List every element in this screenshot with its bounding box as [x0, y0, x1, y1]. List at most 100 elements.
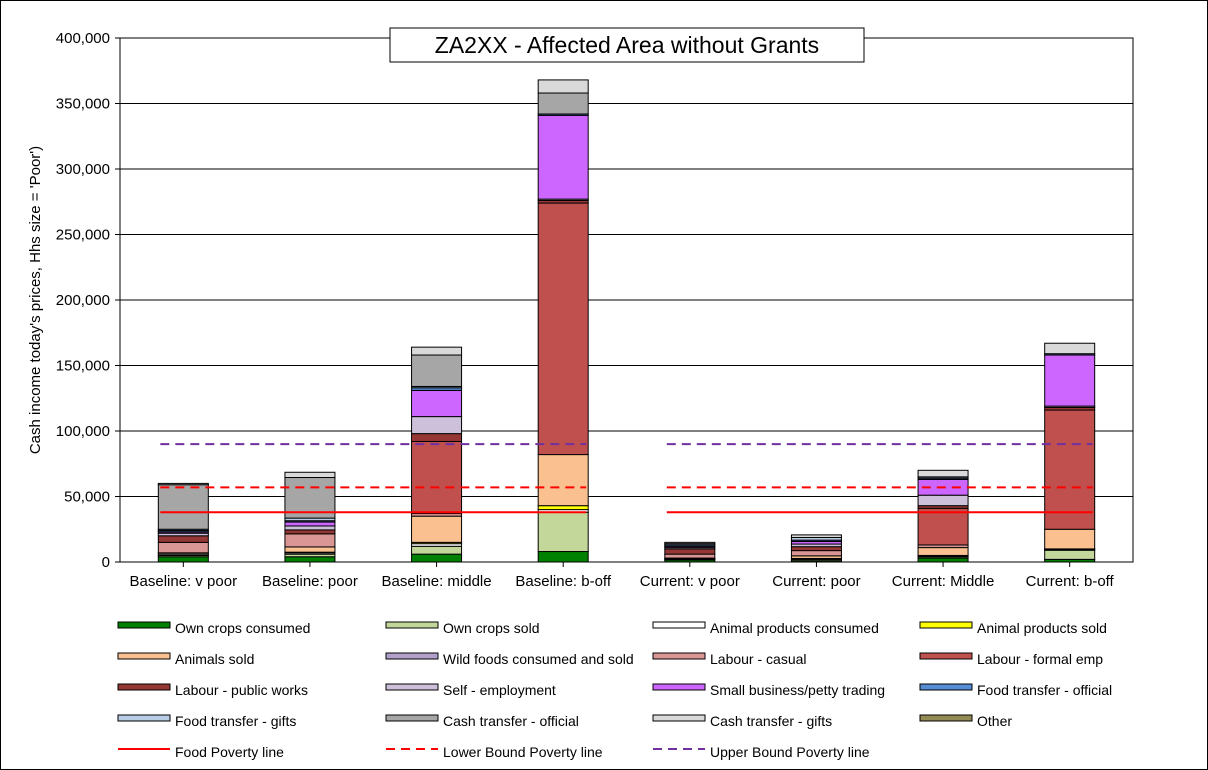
x-tick-label: Baseline: b-off [515, 573, 611, 590]
y-tick-label: 350,000 [56, 96, 110, 113]
legend-label: Food transfer - gifts [175, 713, 296, 729]
bar-segment [1044, 342, 1096, 355]
bar-segment [284, 546, 336, 553]
bar-segment [1044, 528, 1096, 550]
legend-label: Own crops sold [443, 620, 539, 636]
legend-swatch [385, 621, 439, 629]
y-tick-label: 150,000 [56, 358, 110, 375]
bar-segment [411, 346, 463, 356]
bar-segment [157, 482, 209, 486]
bar-segment [537, 454, 589, 507]
bar-segment [664, 548, 716, 555]
x-tick-label: Current: v poor [640, 573, 740, 590]
legend-label: Self - employment [443, 682, 556, 698]
y-tick-label: 100,000 [56, 423, 110, 440]
legend-swatch [117, 683, 171, 691]
y-tick-label: 0 [102, 554, 110, 571]
legend-label: Lower Bound Poverty line [443, 744, 603, 760]
legend-swatch [652, 621, 706, 629]
x-tick-label: Baseline: v poor [130, 573, 238, 590]
legend-swatch [652, 652, 706, 660]
chart-title: ZA2XX - Affected Area without Grants [435, 32, 819, 58]
bar-segment [537, 511, 589, 553]
bar-segment [411, 515, 463, 543]
y-axis-label: Cash income today's prices, Hhs size = '… [27, 146, 44, 454]
legend-label: Labour - public works [175, 682, 308, 698]
y-tick-label: 400,000 [56, 30, 110, 47]
legend-swatch [652, 683, 706, 691]
legend-swatch [117, 714, 171, 722]
bar-segment [284, 529, 336, 535]
title-box [389, 27, 865, 63]
bar-segment [411, 389, 463, 418]
bar-segment [664, 541, 716, 545]
x-tick-label: Current: poor [772, 573, 860, 590]
legend-swatch [919, 714, 973, 722]
x-tick-label: Baseline: poor [262, 573, 358, 590]
bar-segment [1044, 409, 1096, 530]
bar-segment [917, 494, 969, 507]
bar-segment [1044, 549, 1096, 560]
legend-label: Wild foods consumed and sold [443, 651, 634, 667]
bar-segment [790, 550, 842, 557]
legend-label: Animal products sold [977, 620, 1107, 636]
bar-segment [917, 469, 969, 478]
legend-label: Cash transfer - gifts [710, 713, 832, 729]
legend-label: Labour - formal emp [977, 651, 1103, 667]
bar-segment [790, 546, 842, 552]
bar-segment [411, 354, 463, 387]
bar-segment [917, 507, 969, 546]
bar-segment [284, 471, 336, 479]
legend-swatch [117, 652, 171, 660]
legend-label: Small business/petty trading [710, 682, 885, 698]
x-tick-label: Current: Middle [892, 573, 995, 590]
legend-swatch [919, 621, 973, 629]
legend-swatch [117, 621, 171, 629]
legend-label: Animal products consumed [710, 620, 879, 636]
y-tick-label: 200,000 [56, 292, 110, 309]
legend-label: Animals sold [175, 651, 254, 667]
bar-segment [157, 556, 209, 563]
bar-segment [411, 433, 463, 442]
bar-segment [537, 114, 589, 200]
legend-swatch [385, 683, 439, 691]
bar-segment [284, 525, 336, 531]
bar-segment [917, 557, 969, 563]
y-tick-label: 50,000 [64, 489, 110, 506]
y-tick-label: 250,000 [56, 227, 110, 244]
bar-segment [537, 551, 589, 563]
bar-segment [411, 440, 463, 515]
legend-swatch [919, 683, 973, 691]
bar-segment [537, 505, 589, 511]
y-tick-label: 300,000 [56, 161, 110, 178]
legend-label: Food Poverty line [175, 744, 284, 760]
bar-segment [790, 534, 842, 539]
bar-segment [411, 416, 463, 435]
x-tick-label: Baseline: middle [382, 573, 492, 590]
legend-label: Other [977, 713, 1012, 729]
bar-segment [411, 553, 463, 563]
bar-segment [284, 556, 336, 563]
bar-segment [664, 553, 716, 559]
legend-label: Cash transfer - official [443, 713, 579, 729]
bar-segment [537, 79, 589, 94]
bar-segment [411, 545, 463, 555]
legend-swatch [652, 714, 706, 722]
legend-label: Own crops consumed [175, 620, 310, 636]
bar-segment [157, 541, 209, 554]
bar-segment [917, 547, 969, 556]
legend-label: Food transfer - official [977, 682, 1112, 698]
legend-swatch [919, 652, 973, 660]
legend-swatch [385, 652, 439, 660]
bar-segment [157, 484, 209, 530]
bar-segment [537, 92, 589, 115]
bar-segment [157, 535, 209, 543]
bar-segment [537, 202, 589, 456]
legend-label: Labour - casual [710, 651, 807, 667]
legend-label: Upper Bound Poverty line [710, 744, 870, 760]
x-tick-label: Current: b-off [1026, 573, 1115, 590]
bar-segment [284, 521, 336, 527]
bar-segment [284, 533, 336, 548]
bar-segment [1044, 354, 1096, 407]
